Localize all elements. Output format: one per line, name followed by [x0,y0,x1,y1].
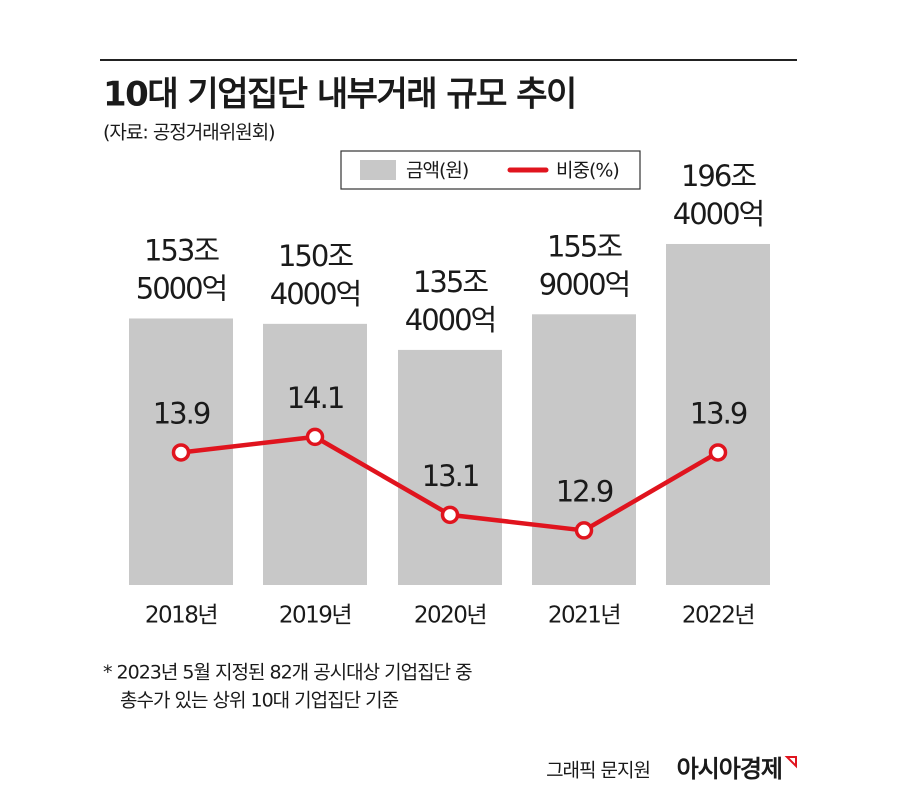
legend-swatch [360,160,396,180]
line-marker [574,521,594,540]
note: 총수가 있는 상위 10대 기업집단 기준 [120,690,399,712]
credit: 그래픽 문지원 [546,760,650,782]
x-tick-label: 2018년 [145,603,217,629]
line-value-label: 14.1 [287,381,344,415]
bar-value-label: 196조 4000억 [673,159,763,231]
x-tick-label: 2019년 [279,603,351,629]
bar-value-label: 135조 4000억 [405,265,495,337]
legend-box [340,150,641,190]
bar-value-label: 153조 5000억 [136,233,226,305]
legend-label: 비중(%) [556,160,619,182]
brand: 아시아경제 [677,755,782,783]
line-value-label: 13.9 [153,396,210,430]
x-tick-label: 2021년 [548,603,620,629]
line-value-label: 13.1 [422,459,479,493]
line-marker [708,443,728,462]
bar-value-label: 150조 4000억 [270,239,360,311]
bar [532,314,636,585]
line-marker [305,427,325,447]
bar [398,349,502,585]
bar-value-label: 155조 9000억 [539,229,629,301]
chart-title: 10대 기업집단 내부거래 규모 추이 [103,75,576,115]
bar [666,243,770,585]
x-tick-label: 2020년 [414,603,486,629]
x-tick-label: 2022년 [682,603,754,629]
brand-mark [784,756,797,769]
line-value-label: 12.9 [556,474,613,508]
line-marker [171,443,191,462]
note: * 2023년 5월 지정된 82개 공시대상 기업집단 중 [103,662,472,684]
chart-subtitle: (자료: 공정거래위원회) [103,122,275,144]
line-marker [440,505,460,525]
line-value-label: 13.9 [690,396,747,430]
bar [263,323,367,585]
legend-label: 금액(원) [406,160,468,182]
